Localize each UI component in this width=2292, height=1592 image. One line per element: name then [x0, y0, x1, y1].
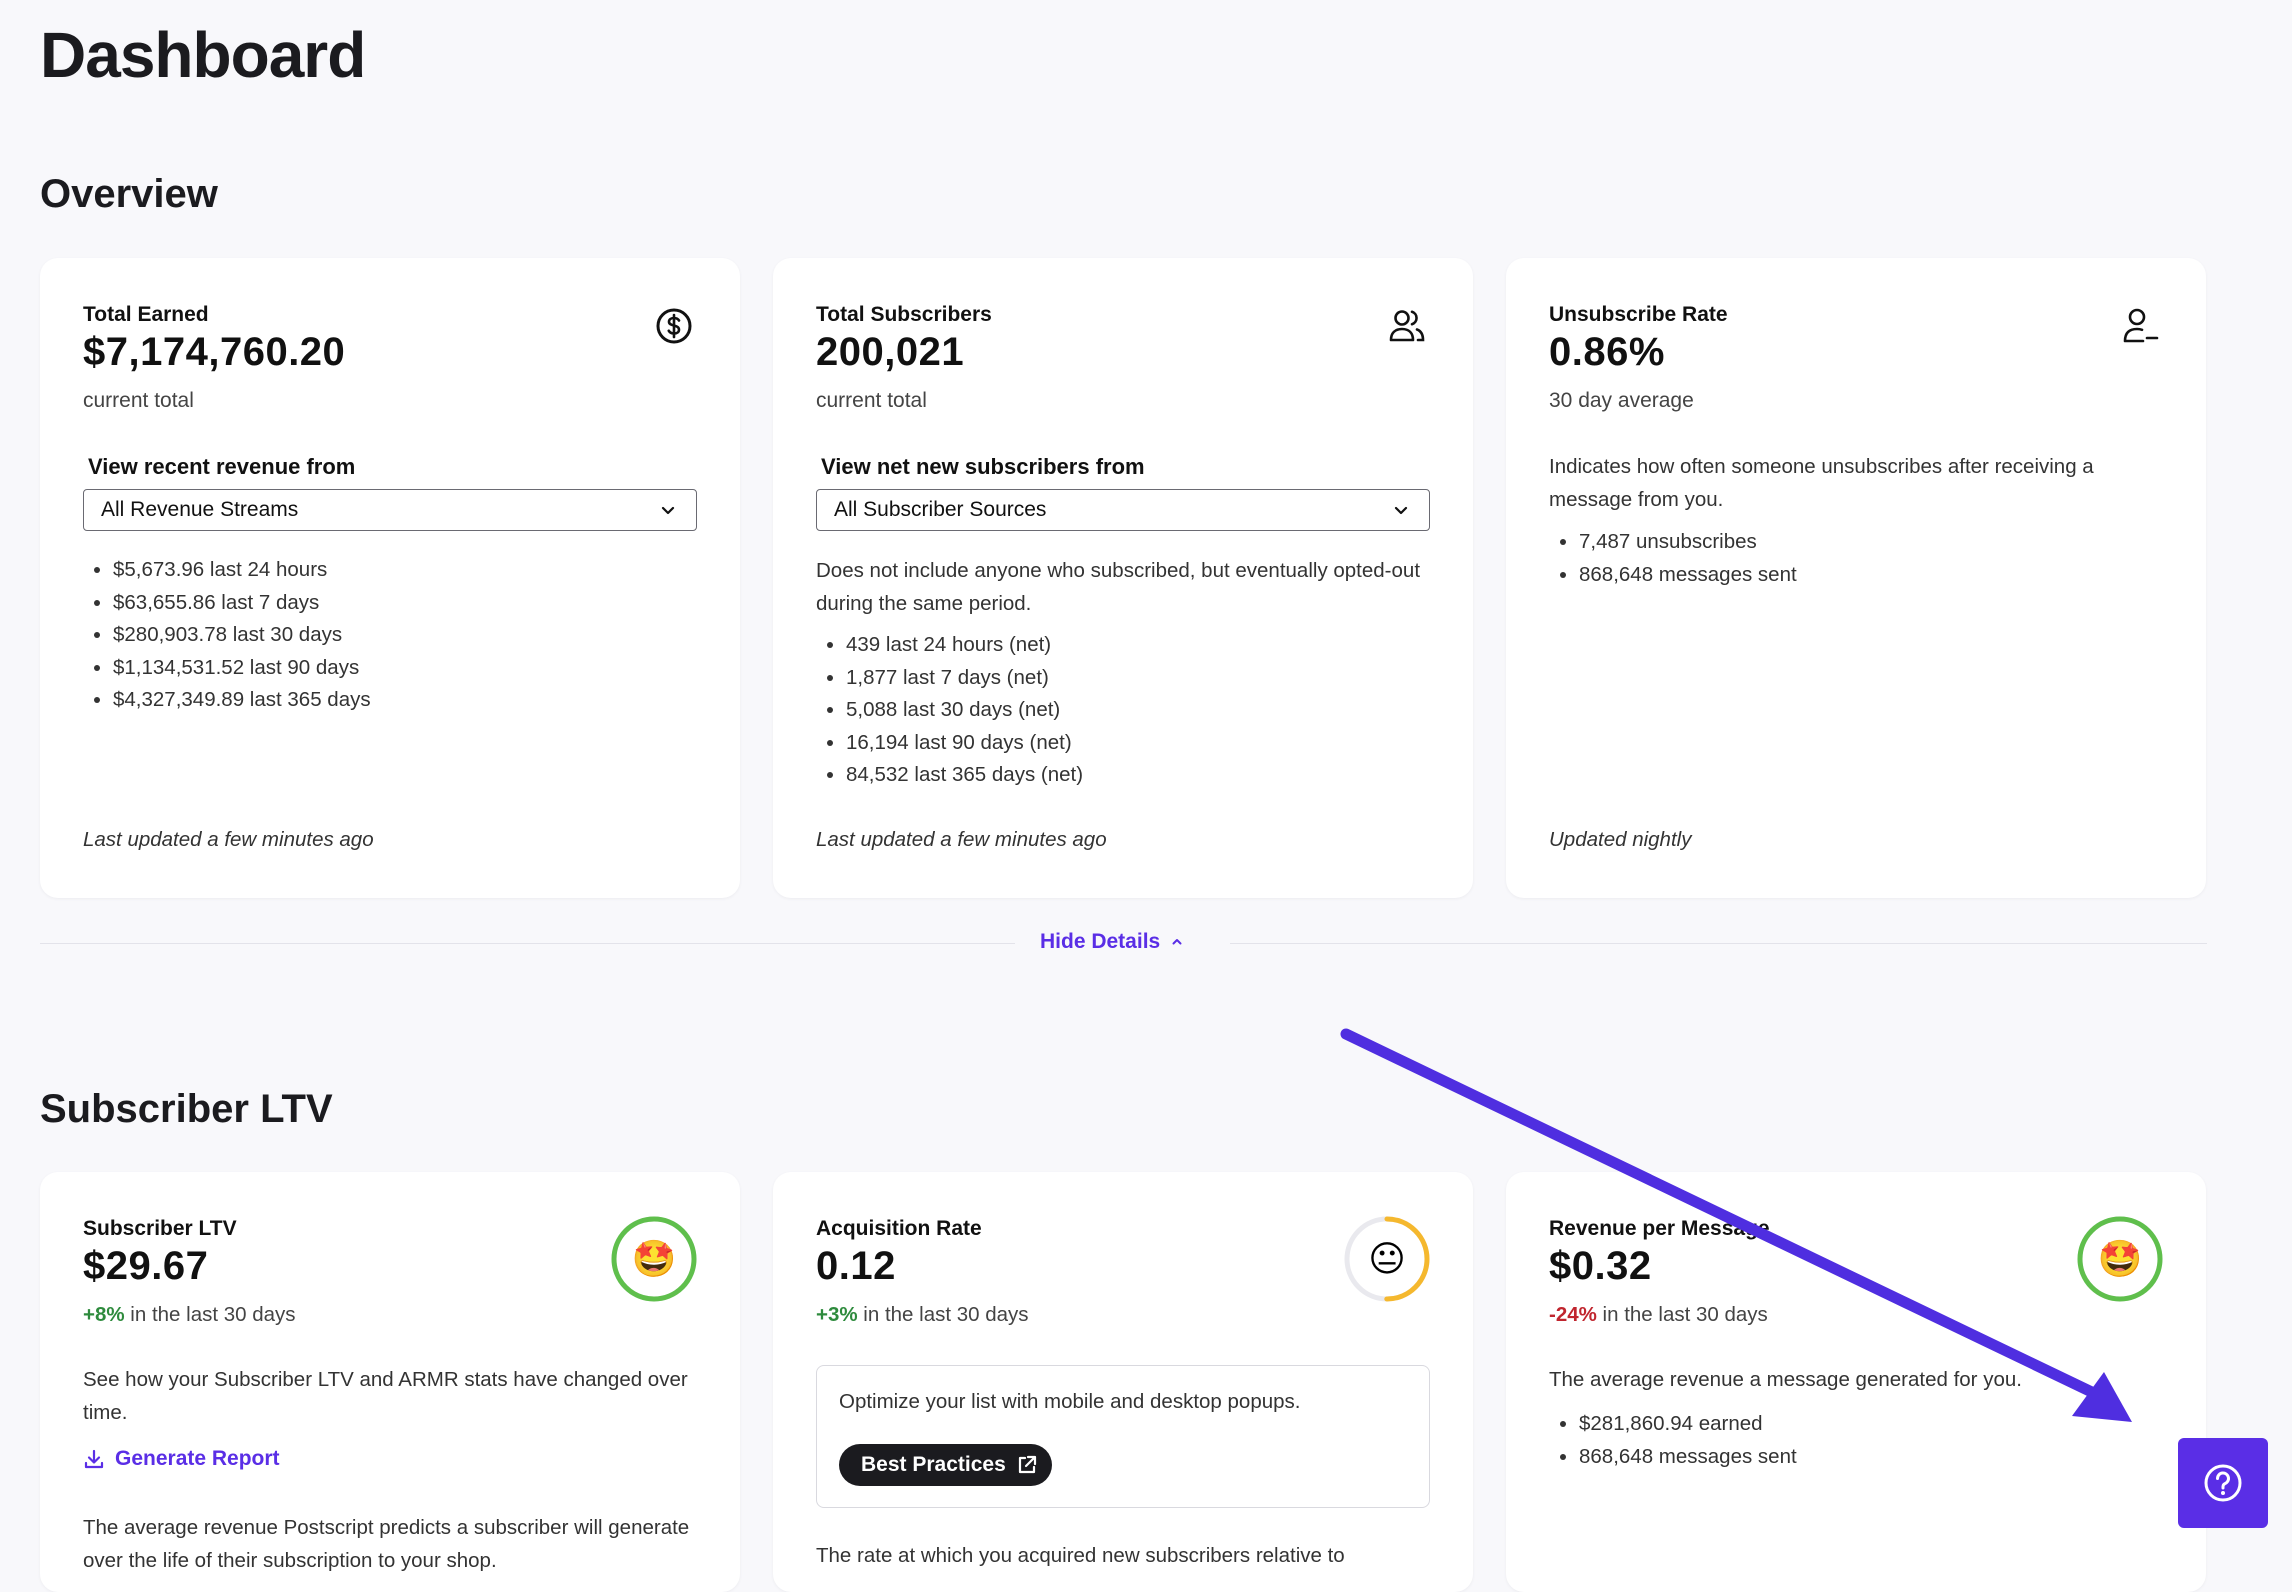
hide-details-button[interactable]: Hide Details	[1040, 930, 1184, 954]
trend-value: +8%	[83, 1303, 125, 1326]
list-item: $280,903.78 last 30 days	[113, 619, 371, 652]
trend-value: +3%	[816, 1303, 858, 1326]
users-icon	[1389, 310, 1425, 342]
select-label: View net new subscribers from	[821, 454, 1145, 479]
revenue-stream-select[interactable]: All Revenue Streams	[83, 489, 697, 531]
card-more-text: The average revenue Postscript predicts …	[83, 1516, 690, 1572]
list-item: $1,134,531.52 last 90 days	[113, 652, 371, 685]
page-title: Dashboard	[40, 19, 366, 91]
score-gauge-icon: 🤩	[611, 1216, 697, 1302]
card-value: 0.12	[816, 1244, 896, 1288]
list-item: 84,532 last 365 days (net)	[846, 759, 1083, 792]
select-label: View recent revenue from	[88, 454, 356, 479]
card-title: Revenue per Message	[1549, 1217, 1770, 1240]
card-value: 0.86%	[1549, 330, 1665, 374]
generate-report-label: Generate Report	[115, 1447, 280, 1470]
list-item: 16,194 last 90 days (net)	[846, 727, 1083, 760]
star-struck-emoji-icon: 🤩	[632, 1238, 677, 1279]
hide-details-label: Hide Details	[1040, 930, 1161, 953]
card-description: See how your Subscriber LTV and ARMR sta…	[83, 1368, 688, 1424]
card-value: $29.67	[83, 1244, 209, 1288]
subscriber-ltv-heading: Subscriber LTV	[40, 1087, 333, 1131]
last-updated-text: Last updated a few minutes ago	[816, 828, 1107, 851]
chevron-down-icon	[1394, 506, 1408, 515]
chevron-down-icon	[661, 506, 675, 515]
best-practices-label: Best Practices	[861, 1453, 1006, 1476]
list-item: 439 last 24 hours (net)	[846, 629, 1083, 662]
list-item: $281,860.94 earned	[1579, 1408, 1797, 1441]
card-title: Acquisition Rate	[816, 1217, 982, 1240]
subscriber-list: 439 last 24 hours (net) 1,877 last 7 day…	[816, 629, 1083, 792]
list-item: $63,655.86 last 7 days	[113, 587, 371, 620]
dollar-circle-icon	[656, 308, 692, 344]
promo-text: Optimize your list with mobile and deskt…	[839, 1390, 1301, 1413]
score-gauge-icon: 😐	[1344, 1216, 1430, 1302]
card-value: 200,021	[816, 330, 965, 374]
dashboard-page: Dashboard Overview Total Earned $7,174,7…	[0, 0, 2292, 1560]
acquisition-rate-card: Acquisition Rate 0.12 +3% in the last 30…	[773, 1172, 1473, 1592]
total-earned-card: Total Earned $7,174,760.20 current total…	[40, 258, 740, 898]
question-circle-icon	[2204, 1464, 2242, 1502]
revenue-list: $5,673.96 last 24 hours $63,655.86 last …	[83, 554, 371, 717]
divider	[40, 943, 1015, 944]
card-description: Indicates how often someone unsubscribes…	[1549, 455, 2094, 511]
overview-heading: Overview	[40, 172, 218, 216]
card-title: Total Earned	[83, 303, 209, 326]
trend-text: -24% in the last 30 days	[1549, 1303, 1768, 1327]
subscriber-ltv-card: Subscriber LTV $29.67 +8% in the last 30…	[40, 1172, 740, 1592]
revenue-per-message-card: Revenue per Message $0.32 -24% in the la…	[1506, 1172, 2206, 1592]
generate-report-link[interactable]: Generate Report	[83, 1447, 280, 1471]
download-icon	[84, 1449, 104, 1469]
card-subtitle: current total	[816, 389, 927, 412]
trend-text: +3% in the last 30 days	[816, 1303, 1029, 1327]
card-value: $7,174,760.20	[83, 330, 346, 374]
list-item: $4,327,349.89 last 365 days	[113, 684, 371, 717]
list-item: $5,673.96 last 24 hours	[113, 554, 371, 587]
updated-nightly-text: Updated nightly	[1549, 828, 1692, 851]
card-description: Does not include anyone who subscribed, …	[816, 559, 1421, 615]
divider	[1230, 943, 2207, 944]
list-item: 7,487 unsubscribes	[1579, 526, 1797, 559]
popup-promo-box: Optimize your list with mobile and deskt…	[816, 1365, 1430, 1508]
card-more-text: The rate at which you acquired new subsc…	[816, 1544, 1345, 1567]
card-subtitle: current total	[83, 389, 194, 412]
user-minus-icon	[2123, 308, 2159, 343]
best-practices-button[interactable]: Best Practices	[839, 1444, 1052, 1486]
score-gauge-icon: 🤩	[2077, 1216, 2163, 1302]
neutral-face-emoji-icon: 😐	[1368, 1238, 1406, 1279]
card-title: Subscriber LTV	[83, 1217, 237, 1240]
trend-period: in the last 30 days	[124, 1303, 296, 1326]
list-item: 1,877 last 7 days (net)	[846, 662, 1083, 695]
chevron-up-icon	[1172, 939, 1182, 945]
help-button[interactable]	[2178, 1438, 2268, 1528]
list-item: 868,648 messages sent	[1579, 559, 1797, 592]
trend-text: +8% in the last 30 days	[83, 1303, 296, 1327]
card-subtitle: 30 day average	[1549, 389, 1694, 412]
card-value: $0.32	[1549, 1244, 1652, 1288]
trend-period: in the last 30 days	[1596, 1303, 1768, 1326]
card-description: The average revenue a message generated …	[1549, 1368, 2022, 1391]
trend-period: in the last 30 days	[857, 1303, 1029, 1326]
star-struck-emoji-icon: 🤩	[2098, 1238, 2143, 1279]
revenue-message-list: $281,860.94 earned 868,648 messages sent	[1549, 1408, 1797, 1473]
card-title: Unsubscribe Rate	[1549, 303, 1728, 326]
external-link-icon	[1018, 1455, 1036, 1474]
unsubscribe-rate-card: Unsubscribe Rate 0.86% 30 day average In…	[1506, 258, 2206, 898]
card-title: Total Subscribers	[816, 303, 992, 326]
list-item: 5,088 last 30 days (net)	[846, 694, 1083, 727]
unsubscribe-list: 7,487 unsubscribes 868,648 messages sent	[1549, 526, 1797, 591]
select-value: All Subscriber Sources	[834, 498, 1047, 521]
last-updated-text: Last updated a few minutes ago	[83, 828, 374, 851]
select-value: All Revenue Streams	[101, 498, 299, 521]
subscriber-source-select[interactable]: All Subscriber Sources	[816, 489, 1430, 531]
trend-value: -24%	[1549, 1303, 1597, 1326]
total-subscribers-card: Total Subscribers 200,021 current total …	[773, 258, 1473, 898]
list-item: 868,648 messages sent	[1579, 1441, 1797, 1474]
